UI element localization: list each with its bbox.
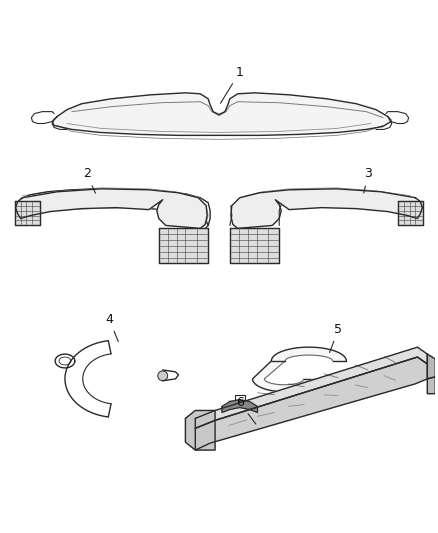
Text: 4: 4 [106,313,118,342]
Text: 5: 5 [329,323,343,352]
Text: 6: 6 [236,396,256,424]
Polygon shape [427,354,435,379]
Text: 1: 1 [220,66,244,103]
Text: 2: 2 [83,167,95,193]
Circle shape [158,371,168,381]
Polygon shape [16,189,207,229]
Polygon shape [222,400,258,413]
Polygon shape [195,347,427,429]
Polygon shape [253,347,346,392]
Polygon shape [230,229,279,263]
Polygon shape [185,410,215,450]
Polygon shape [427,377,435,394]
Polygon shape [195,357,427,450]
Polygon shape [159,229,208,263]
Text: 3: 3 [364,167,372,193]
Polygon shape [14,201,40,225]
Polygon shape [231,189,422,229]
Polygon shape [52,93,391,135]
Polygon shape [398,201,424,225]
